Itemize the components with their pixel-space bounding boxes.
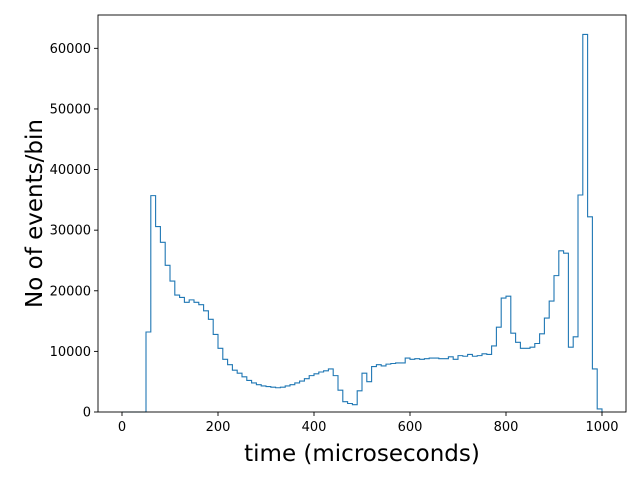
- x-tick-label: 0: [118, 420, 126, 435]
- plot-frame: [97, 14, 627, 413]
- y-tick-label: 10000: [50, 345, 91, 360]
- x-tick-label: 1000: [585, 420, 618, 435]
- x-axis: 0 200 400 600 800 1000: [118, 412, 619, 435]
- x-axis-title: time (microseconds): [244, 441, 480, 467]
- y-tick-label: 20000: [50, 284, 91, 299]
- x-tick-label: 400: [302, 420, 327, 435]
- y-axis: 0 10000 20000 30000 40000 50000 60000: [50, 42, 98, 421]
- y-axis-title: No of events/bin: [22, 119, 48, 308]
- x-tick-label: 200: [206, 420, 231, 435]
- y-tick-label: 0: [83, 406, 91, 421]
- x-tick-label: 800: [494, 420, 519, 435]
- x-tick-label: 600: [398, 420, 423, 435]
- y-tick-label: 40000: [50, 163, 91, 178]
- y-tick-label: 60000: [50, 42, 91, 57]
- histogram-series-line: [122, 33, 603, 413]
- y-tick-label: 50000: [50, 102, 91, 117]
- y-tick-label: 30000: [50, 224, 91, 239]
